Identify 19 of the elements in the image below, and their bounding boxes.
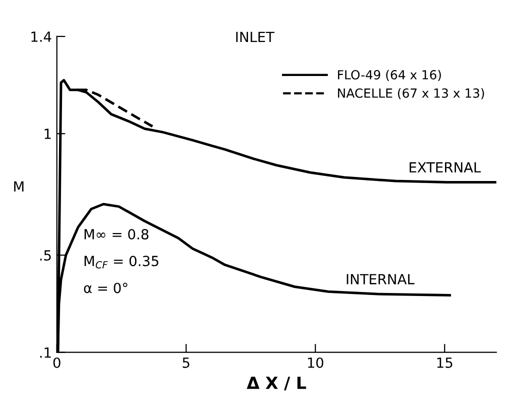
annotation: M∞ = 0.8 bbox=[84, 228, 148, 240]
annotation: EXTERNAL bbox=[410, 162, 481, 172]
x-tick-label: 0 bbox=[53, 357, 60, 368]
annotation: INTERNAL bbox=[346, 274, 414, 284]
annotation: α = 0° bbox=[84, 282, 128, 294]
y-axis-title: M bbox=[14, 181, 24, 192]
line-series bbox=[76, 88, 154, 128]
legend-label: NACELLE (67 x 13 x 13) bbox=[338, 88, 484, 100]
y-tick-label: 1 bbox=[44, 128, 51, 139]
y-tick-label: 1.4 bbox=[31, 32, 52, 42]
x-tick-label: 5 bbox=[182, 358, 190, 368]
x-tick-label: 10 bbox=[308, 357, 324, 368]
legend-label: FLO-49 (64 x 16) bbox=[338, 70, 441, 81]
annotation: M$_{CF}$ = 0.35 bbox=[84, 256, 158, 268]
chart-title: INLET bbox=[236, 32, 274, 42]
x-axis-title: Δ X / L bbox=[246, 376, 306, 390]
x-tick-label: 15 bbox=[437, 358, 452, 368]
y-tick-label: .5 bbox=[40, 250, 51, 261]
y-tick-label: .1 bbox=[40, 348, 51, 358]
